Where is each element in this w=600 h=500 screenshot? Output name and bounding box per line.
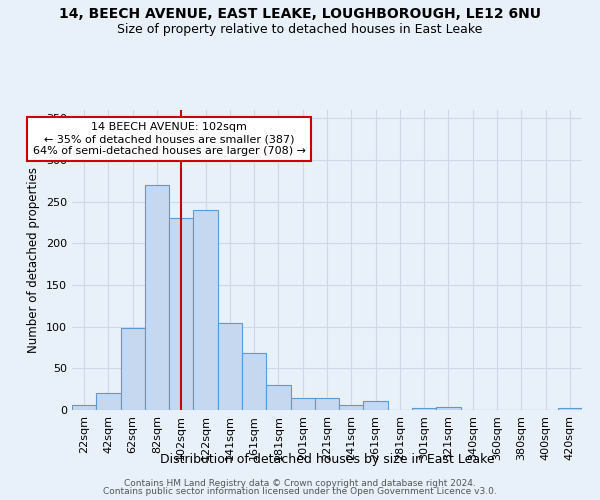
Text: Distribution of detached houses by size in East Leake: Distribution of detached houses by size …: [160, 452, 494, 466]
Text: Contains HM Land Registry data © Crown copyright and database right 2024.: Contains HM Land Registry data © Crown c…: [124, 478, 476, 488]
Bar: [364, 401, 388, 410]
Bar: [266, 385, 290, 410]
Bar: [121, 328, 145, 410]
Bar: [193, 210, 218, 410]
Bar: [290, 398, 315, 410]
Bar: [145, 185, 169, 410]
Bar: [72, 405, 96, 410]
Text: 14 BEECH AVENUE: 102sqm
← 35% of detached houses are smaller (387)
64% of semi-d: 14 BEECH AVENUE: 102sqm ← 35% of detache…: [32, 122, 305, 156]
Bar: [218, 324, 242, 410]
Text: Contains public sector information licensed under the Open Government Licence v3: Contains public sector information licen…: [103, 487, 497, 496]
Bar: [96, 394, 121, 410]
Bar: [339, 405, 364, 410]
Bar: [169, 218, 193, 410]
Text: 14, BEECH AVENUE, EAST LEAKE, LOUGHBOROUGH, LE12 6NU: 14, BEECH AVENUE, EAST LEAKE, LOUGHBOROU…: [59, 8, 541, 22]
Bar: [242, 354, 266, 410]
Bar: [436, 406, 461, 410]
Y-axis label: Number of detached properties: Number of detached properties: [28, 167, 40, 353]
Bar: [558, 408, 582, 410]
Bar: [315, 398, 339, 410]
Text: Size of property relative to detached houses in East Leake: Size of property relative to detached ho…: [118, 22, 482, 36]
Bar: [412, 408, 436, 410]
